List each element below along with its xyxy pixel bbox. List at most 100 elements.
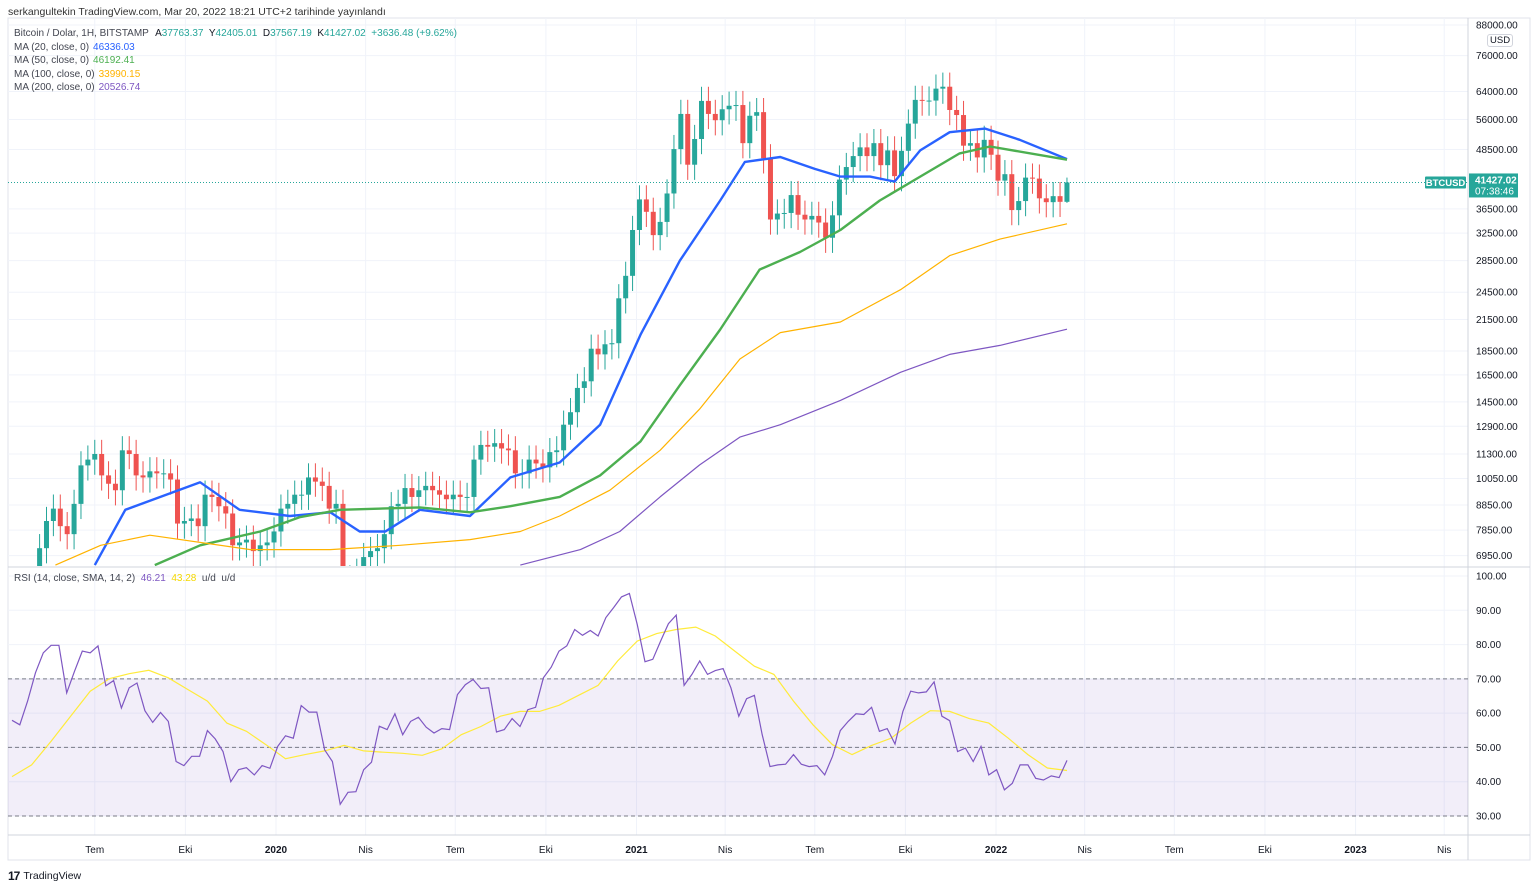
ma-line-200	[520, 328, 1068, 566]
countdown-label: 07:38:46	[1475, 186, 1514, 197]
candle-body	[954, 109, 960, 116]
price-axis[interactable]: 88000.00 76000.00 64000.00 56000.00 48500.00…	[1476, 21, 1518, 563]
candle-body	[850, 156, 856, 168]
currency-badge[interactable]: USD	[1487, 34, 1514, 47]
candle-body	[816, 215, 822, 223]
price-tick-label: 64000.00	[1476, 87, 1518, 98]
candle-body	[733, 105, 739, 107]
rsi-line	[11, 592, 1068, 806]
time-tick-label: Eki	[898, 845, 912, 856]
candle-body	[705, 100, 711, 114]
candle-body	[195, 518, 201, 527]
candle-body	[809, 215, 815, 220]
ma100-legend[interactable]: MA (100, close, 0) 33990.15	[14, 68, 457, 82]
candle-body	[388, 506, 394, 535]
candle-body	[533, 459, 539, 464]
candle-body	[416, 490, 422, 497]
price-tick-label: 7850.00	[1476, 526, 1513, 537]
candle-body	[471, 459, 477, 497]
published-note: serkangultekin TradingView.com, Mar 20, …	[8, 6, 386, 18]
ma200-legend[interactable]: MA (200, close, 0) 20526.74	[14, 81, 457, 95]
candle-body	[202, 494, 208, 527]
price-tick-label: 16500.00	[1476, 370, 1518, 381]
price-tick-label: 14500.00	[1476, 397, 1518, 408]
candle-body	[306, 477, 312, 495]
candle-body	[347, 579, 352, 608]
time-tick-label: 2023	[1344, 845, 1367, 856]
candle-body	[257, 545, 263, 552]
candle-body	[699, 100, 705, 140]
candle-body	[437, 490, 443, 495]
rsi-legend[interactable]: RSI (14, close, SMA, 14, 2) 46.21 43.28 …	[14, 573, 235, 584]
candle-body	[450, 494, 456, 500]
rsi-value: 46.21	[140, 573, 166, 584]
candle-body	[526, 459, 532, 474]
time-tick-label: Nis	[358, 845, 372, 856]
tradingview-logo[interactable]: 17 TradingView	[8, 869, 81, 883]
symbol-legend[interactable]: Bitcoin / Dolar, 1H, BITSTAMP A37763.37 …	[14, 27, 457, 41]
candle-body	[99, 453, 105, 476]
candle-body	[30, 593, 35, 616]
rsi-tick-label: 80.00	[1476, 640, 1501, 651]
candle-body	[230, 513, 236, 546]
time-tick-label: Tem	[85, 845, 104, 856]
candle-body	[285, 503, 291, 509]
candle-body	[754, 112, 760, 116]
candle-body	[147, 471, 153, 478]
candle-body	[57, 508, 63, 527]
candle-body	[71, 503, 77, 535]
candle-body	[512, 450, 518, 474]
candle-body	[836, 179, 842, 216]
candle-body	[312, 477, 318, 482]
candle-body	[278, 508, 284, 532]
candle-body	[616, 298, 622, 344]
ma50-value: 46192.41	[93, 55, 135, 67]
last-price-label: 41427.02	[1475, 175, 1517, 186]
candle-body	[885, 150, 891, 166]
candle-body	[112, 483, 118, 491]
low-value: 37567.19	[270, 28, 312, 39]
price-tick-label: 6950.00	[1476, 551, 1513, 562]
rsi-sma-value: 43.28	[171, 573, 197, 584]
candle-body	[209, 494, 215, 497]
candle-body	[574, 387, 580, 413]
high-label: Y	[208, 28, 216, 39]
rsi-pane	[8, 678, 1468, 817]
candle-body	[154, 471, 160, 474]
candle-body	[368, 551, 374, 558]
time-tick-label: 2022	[985, 845, 1008, 856]
candle-body	[912, 99, 918, 124]
rsi-axis[interactable]: 100.00 90.00 80.00 70.00 60.00 50.00 40.00 30.0…	[1476, 572, 1507, 823]
ma50-legend[interactable]: MA (50, close, 0) 46192.41	[14, 54, 457, 68]
candle-body	[761, 112, 767, 159]
rsi-tick-label: 90.00	[1476, 606, 1501, 617]
rsi-tick-label: 40.00	[1476, 777, 1501, 788]
candle-body	[774, 213, 780, 220]
candle-body	[623, 275, 629, 299]
candle-body	[395, 503, 401, 507]
candle-body	[685, 113, 691, 165]
candle-body	[92, 453, 98, 460]
candle-body	[299, 494, 305, 496]
candle-body	[1016, 201, 1022, 211]
candle-body	[292, 494, 298, 504]
time-tick-label: Nis	[1077, 845, 1091, 856]
price-tick-label: 56000.00	[1476, 115, 1518, 126]
candle-body	[940, 86, 946, 89]
time-tick-label: 2021	[625, 845, 648, 856]
time-tick-label: Eki	[1258, 845, 1272, 856]
time-axis[interactable]: Tem Eki 2020 Nis Tem Eki 2021 Nis Tem Eki 2022 Nis T…	[85, 845, 1451, 856]
price-tick-label: 8850.00	[1476, 501, 1513, 512]
candle-body	[788, 195, 794, 213]
ma20-legend[interactable]: MA (20, close, 0) 46336.03	[14, 41, 457, 55]
candle-body	[264, 542, 270, 546]
candle-body	[243, 539, 249, 543]
candle-body	[133, 453, 139, 476]
rsi-tick-label: 50.00	[1476, 743, 1501, 754]
candle-body	[1050, 196, 1056, 203]
price-tick-label: 12900.00	[1476, 422, 1518, 433]
candle-body	[216, 496, 222, 507]
candle-body	[126, 450, 132, 454]
candle-body	[561, 424, 567, 451]
